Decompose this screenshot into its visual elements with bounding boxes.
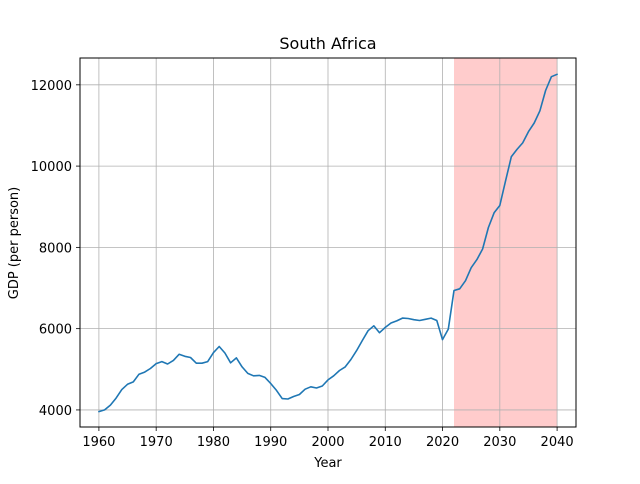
- grid-layer: [80, 58, 576, 427]
- forecast-span-layer: [454, 58, 558, 427]
- x-axis-label: Year: [313, 456, 342, 471]
- gdp-series-line: [98, 73, 558, 413]
- x-tick-label: 1990: [254, 435, 287, 450]
- y-axis: 4000 6000 8000 10000 12000: [31, 79, 80, 419]
- x-tick-label: 1980: [197, 435, 230, 450]
- x-tick-label: 2010: [369, 435, 402, 450]
- y-tick-label: 8000: [39, 241, 72, 256]
- x-axis: 1960 1970 1980 1990 2000 2010 2020 2030 2040: [82, 427, 574, 450]
- x-tick-label: 2000: [311, 435, 344, 450]
- x-tick-label: 2020: [426, 435, 459, 450]
- y-tick-label: 12000: [31, 79, 72, 94]
- forecast-span: [454, 58, 558, 427]
- x-tick-label: 2030: [483, 435, 516, 450]
- y-tick-label: 4000: [39, 404, 72, 419]
- series-layer: [98, 73, 558, 413]
- chart-title: South Africa: [279, 34, 376, 53]
- y-tick-label: 6000: [39, 323, 72, 338]
- y-tick-label: 10000: [31, 160, 72, 175]
- x-tick-label: 2040: [541, 435, 574, 450]
- x-tick-label: 1970: [140, 435, 173, 450]
- y-axis-label: GDP (per person): [7, 187, 22, 300]
- x-tick-label: 1960: [82, 435, 115, 450]
